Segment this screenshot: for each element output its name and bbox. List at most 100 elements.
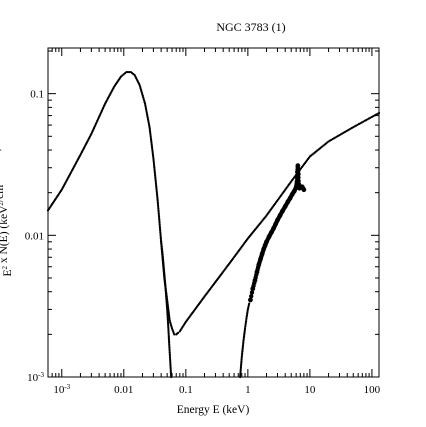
curve-point	[168, 348, 171, 351]
x-tick-label: 0.1	[179, 384, 193, 396]
curve-point	[239, 371, 242, 374]
plot-border	[47, 47, 380, 378]
curve-point	[169, 361, 172, 364]
curve-point	[240, 363, 243, 366]
curve-point	[164, 287, 167, 290]
data-point	[296, 175, 301, 180]
curve-point	[159, 235, 162, 239]
curve-point	[161, 250, 164, 253]
x-tick-label: 10	[304, 384, 316, 396]
data-point	[249, 293, 254, 299]
curve-point	[160, 242, 163, 245]
curve-point	[167, 338, 171, 341]
curve-point	[163, 280, 167, 284]
curve-point	[168, 354, 172, 358]
curve-point	[165, 303, 168, 306]
curve-point	[169, 369, 172, 372]
curve-point	[167, 335, 170, 338]
curve-point	[159, 234, 162, 237]
curve-point	[167, 323, 170, 326]
curve-point	[244, 320, 248, 323]
curve-point	[243, 327, 247, 330]
curve-point	[158, 221, 161, 224]
curve-point	[176, 331, 180, 334]
data-point	[249, 290, 255, 295]
plot-frame	[47, 47, 380, 378]
curve-point	[168, 343, 171, 346]
curve-point	[163, 279, 167, 282]
curve-point	[166, 316, 169, 319]
x-tick-label: 1	[245, 384, 251, 396]
curve-point	[160, 248, 164, 251]
data-point	[248, 297, 253, 303]
curve-point	[168, 344, 171, 348]
curve-point	[168, 317, 171, 321]
curve-point	[239, 369, 242, 372]
curve-point	[167, 329, 170, 332]
curve-point	[160, 243, 163, 247]
curve-point	[169, 367, 172, 371]
curve-point	[167, 333, 170, 337]
curve-point	[164, 293, 168, 296]
curve-point	[165, 305, 169, 308]
curve-point	[244, 322, 247, 325]
curve-point	[156, 199, 159, 202]
curve-point	[159, 237, 162, 240]
curve-point	[239, 375, 242, 379]
curve-point	[159, 229, 162, 232]
curve-point	[166, 311, 169, 314]
curve-point	[165, 301, 168, 305]
curve-point	[157, 209, 160, 212]
curve-point	[167, 330, 170, 334]
curve-point	[158, 223, 161, 226]
curve-point	[164, 288, 167, 292]
curve-point	[167, 332, 170, 335]
curve-point	[239, 374, 242, 377]
curve-point	[169, 358, 172, 361]
curve-point	[156, 198, 159, 201]
curve-point	[377, 111, 381, 115]
curve-point	[168, 316, 171, 319]
curve-point	[160, 240, 163, 243]
curve-point	[158, 228, 162, 231]
curve-point	[169, 362, 172, 366]
curve-point	[245, 318, 248, 322]
curve-point	[157, 205, 160, 209]
curve-point	[240, 358, 243, 361]
curve-point	[158, 220, 161, 223]
curve-point	[169, 372, 173, 375]
curve-point	[160, 247, 163, 250]
y-axis-label: E2 x N(E) (keV2/cm2/s/keV)	[0, 147, 14, 276]
curve-point	[239, 366, 243, 369]
curve-point	[156, 204, 160, 207]
x-tick-label: 100	[364, 384, 381, 396]
curve-point	[240, 361, 243, 364]
curve-point	[158, 218, 161, 221]
curve-point	[169, 364, 172, 367]
y-tick-label: 0.01	[25, 230, 44, 242]
curve-point	[160, 245, 163, 248]
curve-point	[167, 327, 170, 330]
chart-title: NGC 3783 (1)	[216, 20, 285, 34]
curve-point	[240, 356, 243, 359]
curve-point	[158, 224, 161, 228]
curve-point	[168, 353, 171, 356]
axis-ticks: 10-3 0.01 0.1 1 10 100 10-3 0.01 0.1	[25, 48, 381, 396]
curve-point	[169, 366, 172, 369]
curve-point	[169, 374, 173, 377]
curve-point	[157, 210, 160, 213]
curve-point	[164, 290, 167, 293]
curve-point	[164, 285, 167, 288]
series-1	[160, 240, 173, 379]
curve-point	[165, 306, 169, 309]
data-point	[301, 187, 307, 193]
curve-point	[167, 340, 171, 343]
curve-point	[159, 239, 163, 242]
data-point	[295, 171, 301, 177]
curve-point	[156, 202, 160, 205]
curve-point	[159, 232, 162, 236]
series-3	[248, 163, 307, 303]
curve-point	[165, 300, 168, 303]
curve-point	[165, 296, 168, 300]
